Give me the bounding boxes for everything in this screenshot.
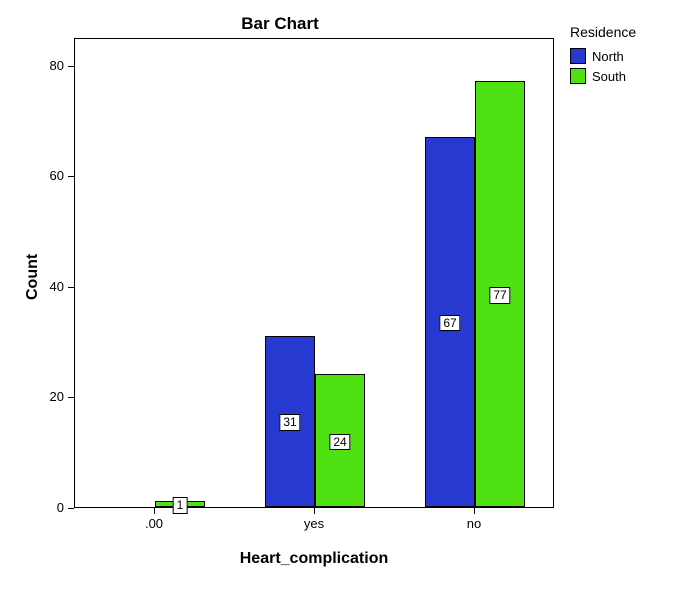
y-tick — [68, 287, 74, 288]
y-tick-label: 20 — [34, 389, 64, 404]
x-tick — [314, 508, 315, 514]
plot-area: 131246777 — [74, 38, 554, 508]
legend-item-south: South — [570, 66, 626, 86]
legend-item-north: North — [570, 46, 626, 66]
legend-label-north: North — [592, 49, 624, 64]
x-tick — [154, 508, 155, 514]
legend-swatch-north — [570, 48, 586, 64]
y-tick — [68, 508, 74, 509]
y-tick-label: 60 — [34, 168, 64, 183]
x-tick-label: yes — [274, 516, 354, 531]
y-tick — [68, 176, 74, 177]
x-tick-label: .00 — [114, 516, 194, 531]
legend: North South — [570, 46, 626, 86]
y-tick-label: 40 — [34, 279, 64, 294]
bar-value-label: 77 — [489, 287, 510, 303]
x-tick-label: no — [434, 516, 514, 531]
legend-label-south: South — [592, 69, 626, 84]
x-axis-label: Heart_complication — [74, 550, 554, 568]
legend-title: Residence — [570, 24, 636, 40]
bar-value-label: 24 — [329, 434, 350, 450]
bar-value-label: 67 — [439, 315, 460, 331]
y-tick — [68, 66, 74, 67]
legend-swatch-south — [570, 68, 586, 84]
chart-container: Bar Chart Residence North South Count He… — [0, 0, 680, 604]
chart-title: Bar Chart — [0, 14, 560, 34]
y-tick — [68, 397, 74, 398]
y-tick-label: 0 — [34, 500, 64, 515]
x-tick — [474, 508, 475, 514]
bar-value-label: 31 — [279, 414, 300, 430]
y-tick-label: 80 — [34, 58, 64, 73]
bar-value-label: 1 — [173, 497, 188, 513]
